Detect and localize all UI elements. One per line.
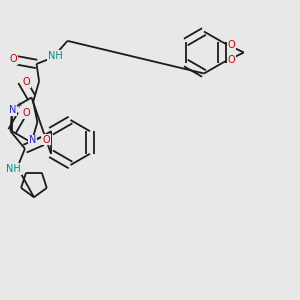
Text: NH: NH [48, 51, 63, 61]
Text: O: O [23, 77, 30, 87]
Text: O: O [228, 40, 235, 50]
Text: +: + [16, 101, 22, 110]
Text: O: O [22, 108, 30, 118]
Text: O: O [10, 54, 17, 64]
Text: O: O [228, 55, 235, 65]
Text: NH: NH [7, 164, 21, 174]
Text: N: N [29, 135, 36, 146]
Text: N: N [9, 105, 16, 115]
Text: O: O [42, 135, 50, 145]
